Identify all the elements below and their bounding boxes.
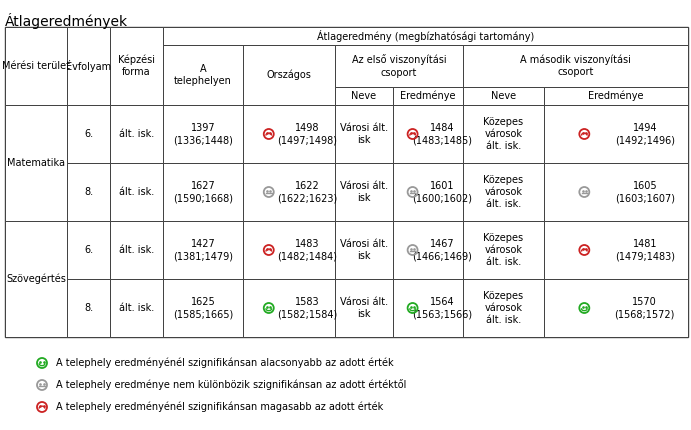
Bar: [67, 279, 110, 337]
Text: 1605
(1603;1607): 1605 (1603;1607): [615, 181, 675, 203]
Text: ált. isk.: ált. isk.: [119, 187, 154, 197]
Text: ált. isk.: ált. isk.: [119, 303, 154, 313]
Text: Az első viszonyítási
csoport: Az első viszonyítási csoport: [352, 54, 446, 78]
Text: 1481
(1479;1483): 1481 (1479;1483): [615, 239, 675, 261]
Text: 1427
(1381;1479): 1427 (1381;1479): [173, 239, 233, 261]
Text: 6.: 6.: [84, 129, 93, 139]
Text: Neve: Neve: [352, 91, 377, 101]
Text: A telephely eredményénél szignifikánsan alacsonyabb az adott érték: A telephely eredményénél szignifikánsan …: [56, 358, 394, 368]
Text: Mérési terület: Mérési terület: [2, 61, 70, 71]
Bar: [335, 163, 393, 221]
Bar: [393, 279, 463, 337]
Bar: [110, 221, 163, 279]
Bar: [5, 27, 67, 105]
Bar: [67, 105, 110, 163]
Bar: [5, 105, 67, 221]
Text: Képzési
forma: Képzési forma: [118, 55, 155, 77]
Text: A
telephelyen: A telephelyen: [174, 64, 232, 86]
Bar: [393, 163, 463, 221]
Text: Átlageredmények: Átlageredmények: [5, 13, 128, 29]
Bar: [110, 163, 163, 221]
Bar: [110, 279, 163, 337]
Bar: [335, 105, 393, 163]
Bar: [243, 279, 335, 337]
Text: 1397
(1336;1448): 1397 (1336;1448): [173, 123, 233, 145]
Bar: [393, 87, 463, 105]
Text: 1627
(1590;1668): 1627 (1590;1668): [173, 181, 233, 203]
Bar: [335, 45, 463, 87]
Bar: [544, 163, 688, 221]
Bar: [67, 27, 110, 105]
Text: 1467
(1466;1469): 1467 (1466;1469): [412, 239, 472, 261]
Text: 6.: 6.: [84, 245, 93, 255]
Text: 1484
(1483;1485): 1484 (1483;1485): [412, 123, 472, 145]
Text: Eredménye: Eredménye: [588, 91, 644, 101]
Text: Városi ált.
isk: Városi ált. isk: [340, 181, 388, 203]
Bar: [544, 87, 688, 105]
Bar: [463, 105, 544, 163]
Text: 1601
(1600;1602): 1601 (1600;1602): [412, 181, 472, 203]
Text: 1583
(1582;1584): 1583 (1582;1584): [277, 297, 337, 319]
Text: 1570
(1568;1572): 1570 (1568;1572): [614, 297, 675, 319]
Text: Városi ált.
isk: Városi ált. isk: [340, 239, 388, 261]
Text: Közepes
városok
ált. isk.: Közepes városok ált. isk.: [484, 233, 524, 267]
Bar: [393, 221, 463, 279]
Bar: [335, 279, 393, 337]
Text: 8.: 8.: [84, 187, 93, 197]
Bar: [544, 105, 688, 163]
Bar: [163, 221, 243, 279]
Bar: [243, 105, 335, 163]
Bar: [110, 105, 163, 163]
Bar: [335, 87, 393, 105]
Text: Szövegértés: Szövegértés: [6, 274, 66, 284]
Bar: [163, 105, 243, 163]
Bar: [243, 163, 335, 221]
Text: 1622
(1622;1623): 1622 (1622;1623): [277, 181, 337, 203]
Text: 8.: 8.: [84, 303, 93, 313]
Text: Városi ált.
isk: Városi ált. isk: [340, 297, 388, 319]
Bar: [393, 105, 463, 163]
Bar: [544, 279, 688, 337]
Bar: [463, 163, 544, 221]
Text: 1625
(1585;1665): 1625 (1585;1665): [173, 297, 233, 319]
Bar: [67, 221, 110, 279]
Bar: [163, 163, 243, 221]
Text: 1564
(1563;1566): 1564 (1563;1566): [412, 297, 472, 319]
Bar: [163, 27, 688, 45]
Text: Közepes
városok
ált. isk.: Közepes városok ált. isk.: [484, 291, 524, 326]
Text: 1498
(1497;1498): 1498 (1497;1498): [277, 123, 337, 145]
Bar: [463, 87, 544, 105]
Bar: [335, 221, 393, 279]
Bar: [463, 45, 688, 87]
Text: Városi ált.
isk: Városi ált. isk: [340, 123, 388, 145]
Text: A második viszonyítási
csoport: A második viszonyítási csoport: [520, 55, 631, 77]
Text: ált. isk.: ált. isk.: [119, 245, 154, 255]
Text: Átlageredmény (megbízhatósági tartomány): Átlageredmény (megbízhatósági tartomány): [317, 30, 534, 42]
Text: A telephely eredményénél szignifikánsan magasabb az adott érték: A telephely eredményénél szignifikánsan …: [56, 402, 384, 412]
Text: 1483
(1482;1484): 1483 (1482;1484): [277, 239, 337, 261]
Text: Matematika: Matematika: [7, 158, 65, 168]
Bar: [243, 45, 335, 105]
Text: Évfolyam: Évfolyam: [66, 60, 111, 72]
Text: A telephely eredménye nem különbözik szignifikánsan az adott értéktől: A telephely eredménye nem különbözik szi…: [56, 380, 406, 390]
Bar: [463, 279, 544, 337]
Text: ált. isk.: ált. isk.: [119, 129, 154, 139]
Text: Neve: Neve: [491, 91, 516, 101]
Bar: [67, 163, 110, 221]
Bar: [5, 221, 67, 337]
Bar: [163, 279, 243, 337]
Bar: [5, 27, 688, 337]
Bar: [243, 221, 335, 279]
Bar: [544, 221, 688, 279]
Text: 1494
(1492;1496): 1494 (1492;1496): [615, 123, 675, 145]
Text: Közepes
városok
ált. isk.: Közepes városok ált. isk.: [484, 175, 524, 209]
Text: Országos: Országos: [267, 70, 312, 80]
Text: Közepes
városok
ált. isk.: Közepes városok ált. isk.: [484, 117, 524, 151]
Bar: [163, 45, 243, 105]
Bar: [463, 221, 544, 279]
Bar: [110, 27, 163, 105]
Text: Eredménye: Eredménye: [400, 91, 456, 101]
